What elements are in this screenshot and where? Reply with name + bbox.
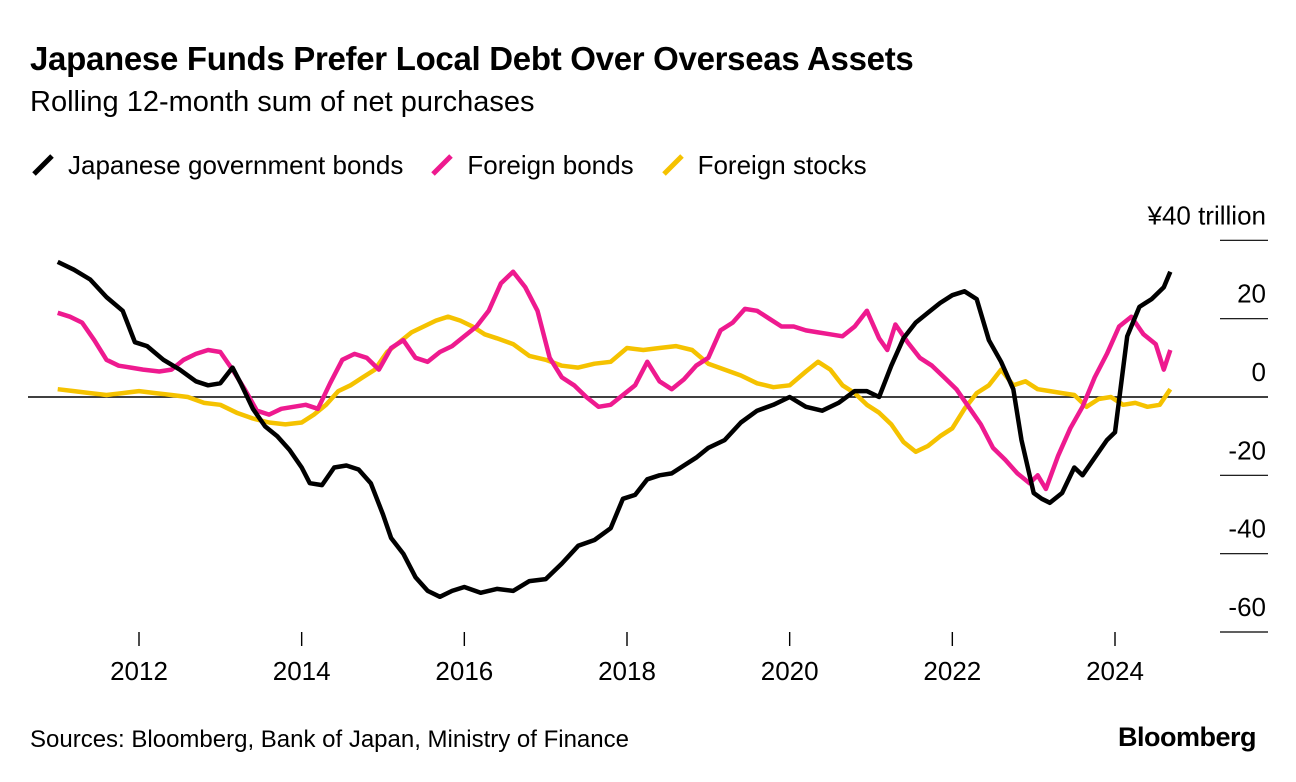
y-tick-label: -60: [1228, 592, 1266, 622]
x-tick-label: 2016: [435, 656, 493, 686]
legend-item-foreign-stocks: Foreign stocks: [660, 150, 867, 181]
x-tick-label: 2024: [1086, 656, 1144, 686]
legend-label-jgb: Japanese government bonds: [68, 149, 404, 180]
x-tick-label: 2020: [761, 656, 819, 686]
source-note: Sources: Bloomberg, Bank of Japan, Minis…: [30, 726, 629, 753]
x-tick-label: 2014: [273, 656, 331, 686]
series-line-foreign-stocks: [57, 314, 1173, 455]
y-tick-label: 0: [1252, 357, 1266, 387]
legend-item-foreign-bonds: Foreign bonds: [429, 149, 634, 181]
x-tick-label: 2018: [598, 656, 656, 686]
legend-swatch-foreign-bonds: [431, 154, 454, 176]
x-tick-label: 2022: [923, 656, 981, 686]
brand-logo: Bloomberg: [1117, 722, 1257, 752]
legend-label-foreign-bonds: Foreign bonds: [467, 149, 634, 180]
legend-label-foreign-stocks: Foreign stocks: [697, 149, 867, 180]
legend-item-jgb: Japanese government bonds: [30, 150, 403, 181]
series-line-jgb: [56, 259, 1173, 600]
x-tick-label: 2012: [110, 656, 168, 686]
legend-swatch-foreign-stocks: [661, 154, 684, 176]
y-tick-label: -20: [1228, 435, 1266, 465]
y-tick-label: 20: [1237, 279, 1266, 309]
y-tick-label: -40: [1228, 514, 1266, 544]
y-unit-label: ¥40 trillion: [1146, 200, 1266, 230]
legend-swatch-jgb: [32, 154, 54, 176]
chart-subtitle: Rolling 12-month sum of net purchases: [30, 86, 535, 118]
chart-legend: Japanese government bonds Foreign bonds …: [30, 148, 893, 182]
chart-title: Japanese Funds Prefer Local Debt Over Ov…: [30, 40, 914, 77]
